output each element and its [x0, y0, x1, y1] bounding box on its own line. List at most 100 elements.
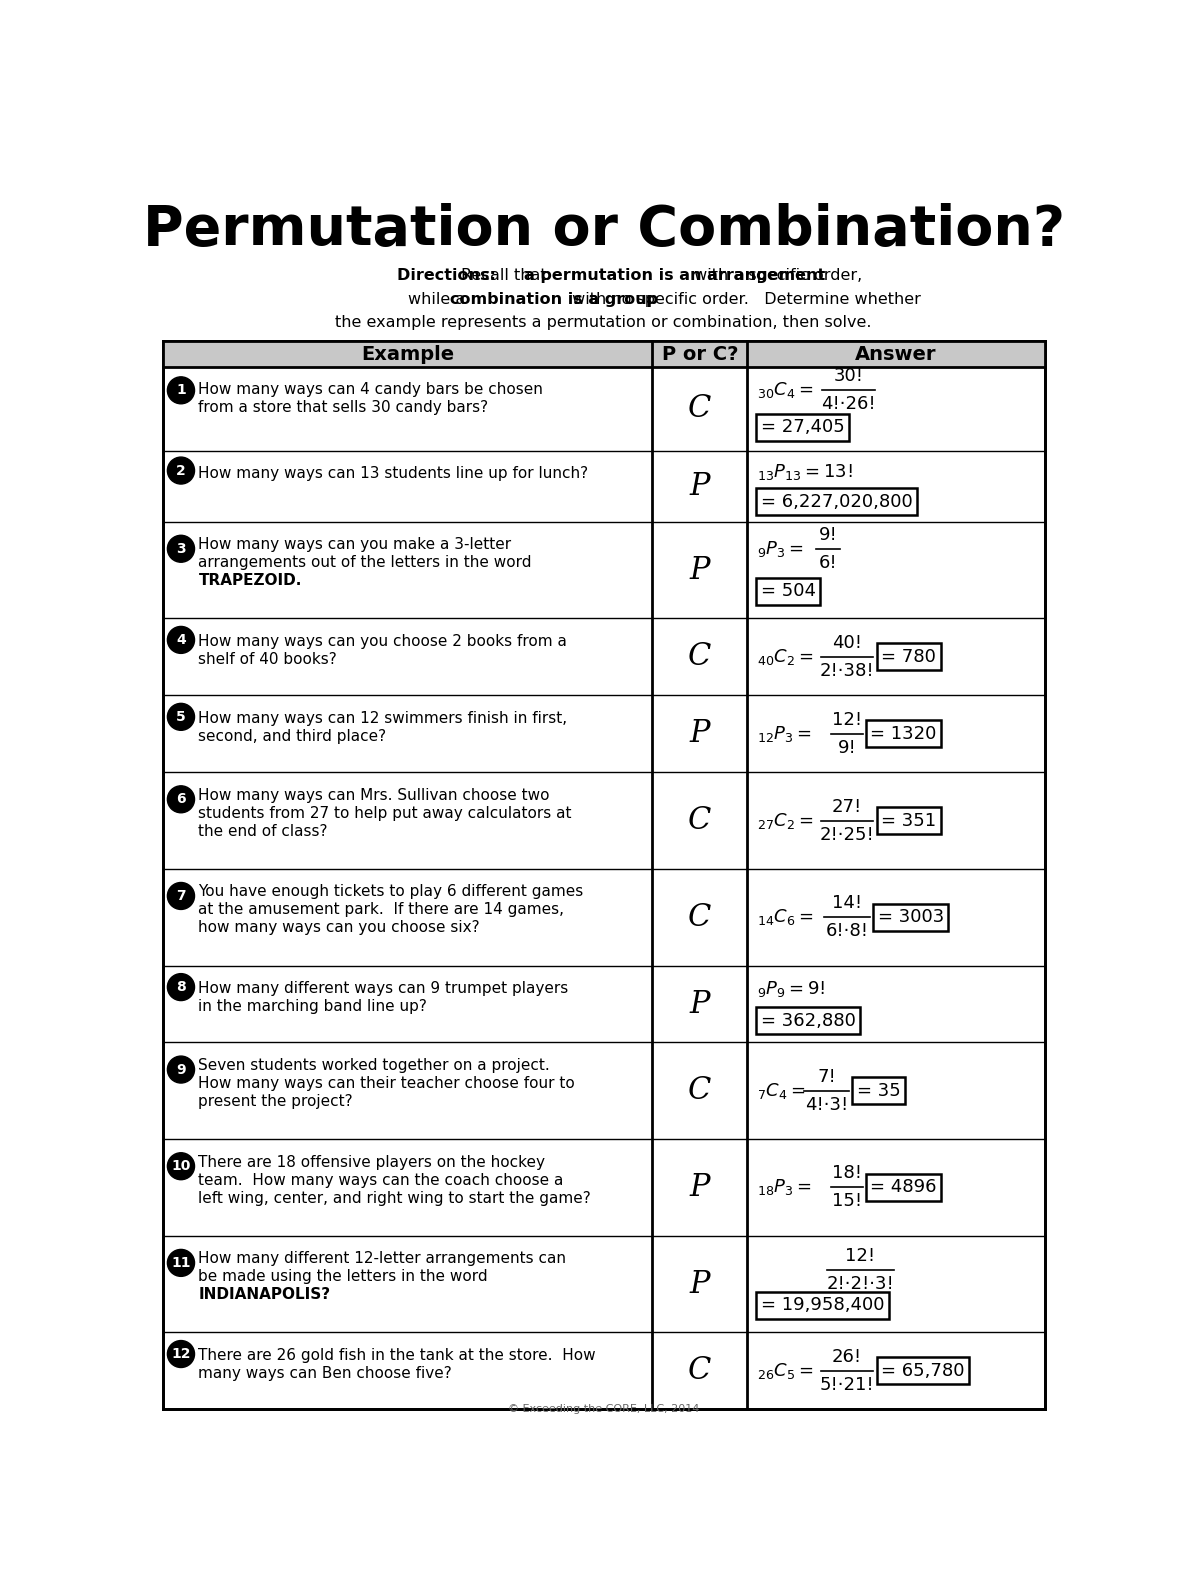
Text: How many ways can 13 students line up for lunch?: How many ways can 13 students line up fo… [198, 465, 589, 481]
Text: in the marching band line up?: in the marching band line up? [198, 999, 428, 1014]
Bar [163, 341, 1045, 1409]
Text: Directions:: Directions: [397, 268, 502, 284]
Text: left wing, center, and right wing to start the game?: left wing, center, and right wing to sta… [198, 1191, 591, 1205]
Text: with no specific order.   Determine whether: with no specific order. Determine whethe… [567, 292, 920, 306]
Text: 11: 11 [171, 1256, 191, 1270]
Text: C: C [688, 1076, 712, 1106]
Text: You have enough tickets to play 6 different games: You have enough tickets to play 6 differ… [198, 885, 583, 899]
Text: 9: 9 [177, 1063, 186, 1076]
Text: How many ways can 4 candy bars be chosen: How many ways can 4 candy bars be chosen [198, 383, 543, 397]
Text: C: C [688, 394, 712, 424]
Text: at the amusement park.  If there are 14 games,: at the amusement park. If there are 14 g… [198, 902, 564, 918]
Circle shape [167, 1250, 194, 1277]
Text: how many ways can you choose six?: how many ways can you choose six? [198, 920, 479, 936]
Text: 9!: 9! [838, 738, 856, 757]
Text: team.  How many ways can the coach choose a: team. How many ways can the coach choose… [198, 1173, 564, 1188]
Text: 4!·3!: 4!·3! [805, 1095, 848, 1114]
Text: P: P [689, 1269, 710, 1299]
Text: C: C [688, 902, 712, 932]
Circle shape [167, 786, 194, 813]
Text: P: P [689, 470, 710, 502]
Text: = 6,227,020,800: = 6,227,020,800 [761, 493, 913, 510]
Text: P: P [689, 719, 710, 749]
Text: the example represents a permutation or combination, then solve.: the example represents a permutation or … [336, 314, 872, 330]
Text: = 19,958,400: = 19,958,400 [761, 1296, 885, 1315]
Text: 12!: 12! [846, 1247, 875, 1264]
Text: = 780: = 780 [881, 647, 937, 666]
Text: with a specific order,: with a specific order, [689, 268, 862, 284]
Text: 30!: 30! [834, 367, 863, 386]
Text: combination is a group: combination is a group [450, 292, 659, 306]
Text: How many ways can you choose 2 books from a: How many ways can you choose 2 books fro… [198, 634, 568, 649]
Circle shape [167, 536, 194, 563]
Circle shape [167, 376, 194, 403]
Circle shape [167, 1152, 194, 1180]
Text: 6: 6 [177, 792, 186, 807]
Text: TRAPEZOID.: TRAPEZOID. [198, 574, 302, 588]
Circle shape [167, 1341, 194, 1368]
Circle shape [167, 703, 194, 730]
Text: How many ways can Mrs. Sullivan choose two: How many ways can Mrs. Sullivan choose t… [198, 787, 550, 803]
Text: $_7C_4 =$: $_7C_4 =$ [756, 1081, 806, 1101]
Text: 1: 1 [176, 383, 186, 397]
Text: C: C [688, 1355, 712, 1387]
Text: = 3003: = 3003 [878, 909, 944, 926]
Text: 7: 7 [177, 889, 186, 902]
Circle shape [167, 1057, 194, 1082]
Text: 2!·38!: 2!·38! [820, 662, 874, 679]
Text: 3: 3 [177, 542, 186, 556]
Text: = 351: = 351 [881, 811, 937, 829]
Text: 6!·8!: 6!·8! [826, 923, 868, 940]
Text: $_{18}P_3 =$: $_{18}P_3 =$ [756, 1178, 812, 1197]
Text: 26!: 26! [832, 1349, 862, 1366]
Text: 4!·26!: 4!·26! [821, 395, 876, 413]
Circle shape [167, 457, 194, 485]
Text: P: P [689, 988, 710, 1020]
Text: while a: while a [408, 292, 470, 306]
Text: Answer: Answer [855, 344, 937, 363]
Text: $_{27}C_2 =$: $_{27}C_2 =$ [756, 811, 813, 830]
Text: $_{12}P_3 =$: $_{12}P_3 =$ [756, 724, 812, 744]
Text: the end of class?: the end of class? [198, 824, 327, 838]
Circle shape [167, 883, 194, 910]
Text: 5!·21!: 5!·21! [820, 1376, 874, 1395]
Text: shelf of 40 books?: shelf of 40 books? [198, 652, 337, 666]
Text: students from 27 to help put away calculators at: students from 27 to help put away calcul… [198, 805, 571, 821]
Text: arrangements out of the letters in the word: arrangements out of the letters in the w… [198, 555, 532, 571]
Text: from a store that sells 30 candy bars?: from a store that sells 30 candy bars? [198, 400, 489, 416]
Text: © Exceeding the CORE, LLC, 2014: © Exceeding the CORE, LLC, 2014 [508, 1404, 700, 1414]
Text: 14!: 14! [832, 894, 862, 912]
Text: a permutation is an arrangement: a permutation is an arrangement [524, 268, 826, 284]
Text: P: P [689, 555, 710, 585]
Text: $_{30}C_4 =$: $_{30}C_4 =$ [756, 381, 813, 400]
Text: 5: 5 [176, 709, 186, 724]
Text: = 4896: = 4896 [871, 1178, 937, 1197]
Text: C: C [688, 805, 712, 837]
Text: 2: 2 [176, 464, 186, 478]
Text: 6!: 6! [819, 553, 838, 572]
Text: = 27,405: = 27,405 [761, 418, 845, 437]
Text: $_{14}C_6 =$: $_{14}C_6 =$ [756, 907, 813, 928]
Text: second, and third place?: second, and third place? [198, 728, 386, 744]
Circle shape [167, 626, 194, 654]
Text: 12!: 12! [832, 711, 862, 728]
Text: 2!·2!·3!: 2!·2!·3! [827, 1275, 894, 1293]
Text: Recall that: Recall that [461, 268, 551, 284]
Text: = 35: = 35 [856, 1082, 901, 1100]
Text: = 65,780: = 65,780 [881, 1361, 965, 1380]
Text: How many different ways can 9 trumpet players: How many different ways can 9 trumpet pl… [198, 980, 569, 996]
Text: $_{40}C_2 =$: $_{40}C_2 =$ [756, 647, 813, 666]
Text: 10: 10 [171, 1159, 191, 1173]
Text: P: P [689, 1172, 710, 1203]
Text: How many ways can you make a 3-letter: How many ways can you make a 3-letter [198, 537, 511, 552]
Text: many ways can Ben choose five?: many ways can Ben choose five? [198, 1366, 452, 1380]
Text: INDIANAPOLIS?: INDIANAPOLIS? [198, 1288, 331, 1302]
Text: 27!: 27! [832, 797, 862, 816]
Text: How many ways can 12 swimmers finish in first,: How many ways can 12 swimmers finish in … [198, 711, 568, 725]
Text: How many ways can their teacher choose four to: How many ways can their teacher choose f… [198, 1076, 575, 1090]
Text: 15!: 15! [832, 1192, 862, 1210]
Text: Seven students worked together on a project.: Seven students worked together on a proj… [198, 1058, 550, 1073]
Text: 8: 8 [176, 980, 186, 995]
Text: 9!: 9! [819, 526, 838, 544]
Text: 12: 12 [171, 1347, 191, 1361]
